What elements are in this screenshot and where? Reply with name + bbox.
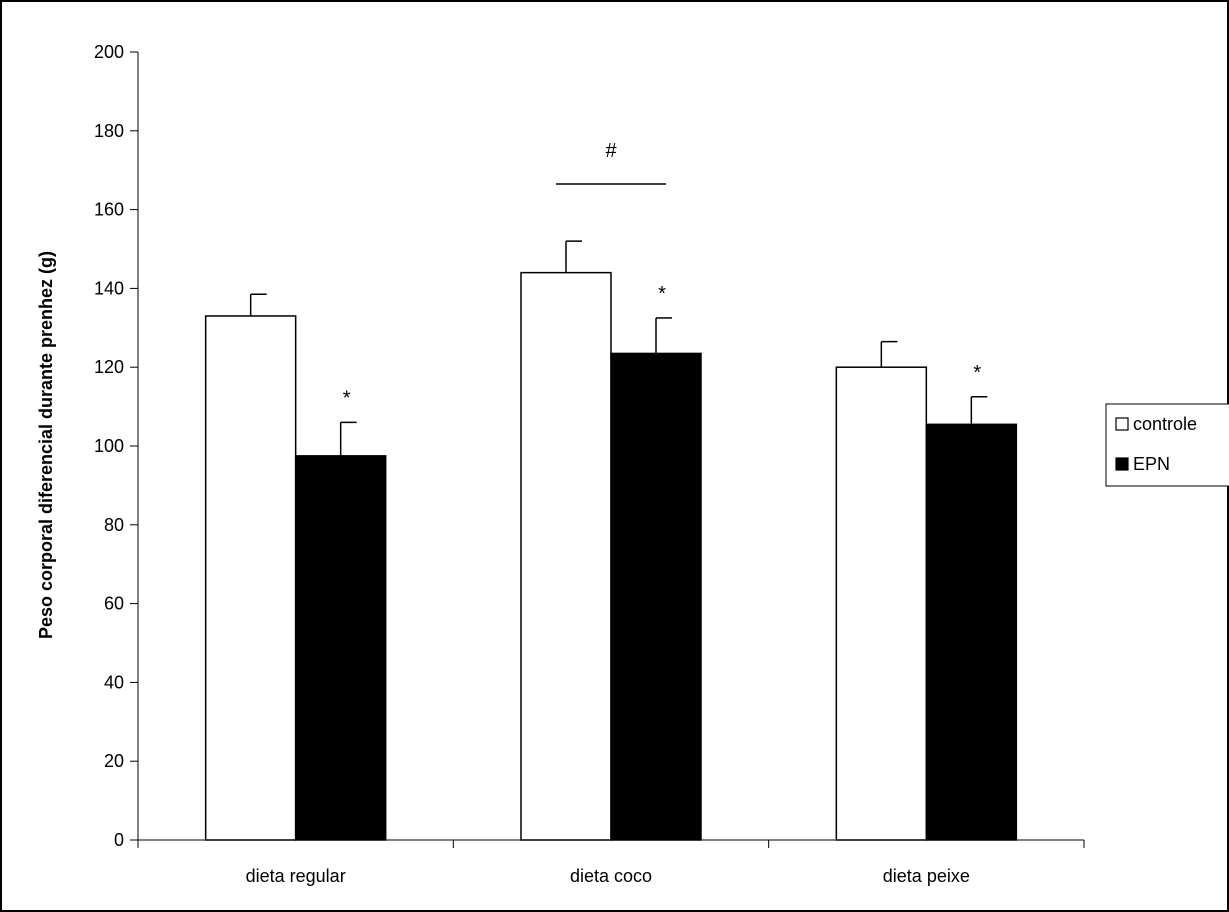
x-tick-label: dieta regular (246, 866, 346, 886)
group-comparison-symbol: # (605, 140, 617, 162)
bar-controle-1 (520, 271, 612, 841)
bars (204, 240, 1018, 841)
significance-asterisk: * (973, 362, 981, 384)
y-tick-label: 140 (94, 278, 124, 298)
y-tick-label: 40 (104, 672, 124, 692)
y-tick-label: 100 (94, 436, 124, 456)
y-axis-label: Peso corporal diferencial durante prenhe… (36, 251, 56, 639)
legend-label-epn: EPN (1133, 454, 1170, 474)
legend: controle EPN (1105, 403, 1229, 487)
bar-controle-0 (204, 315, 297, 841)
bar-controle-2 (835, 366, 928, 841)
y-tick-label: 120 (94, 357, 124, 377)
legend-label-controle: controle (1133, 414, 1197, 434)
significance-asterisk: * (658, 283, 666, 305)
y-tick-label: 60 (104, 594, 124, 614)
bar-epn-0 (294, 455, 387, 841)
significance-asterisk: * (343, 387, 351, 409)
y-tick-label: 200 (94, 42, 124, 62)
x-tick-label: dieta coco (570, 866, 652, 886)
x-tick-label: dieta peixe (883, 866, 970, 886)
y-tick-label: 0 (114, 830, 124, 850)
bar-epn-2 (925, 423, 1018, 841)
y-tick-label: 80 (104, 515, 124, 535)
bar-epn-1 (610, 352, 702, 841)
annotations: * * * # (343, 140, 982, 409)
y-tick-label: 160 (94, 200, 124, 220)
legend-swatch-epn (1115, 457, 1129, 471)
y-tick-label: 20 (104, 751, 124, 771)
y-tick-label: 180 (94, 121, 124, 141)
legend-swatch-controle (1115, 417, 1129, 431)
